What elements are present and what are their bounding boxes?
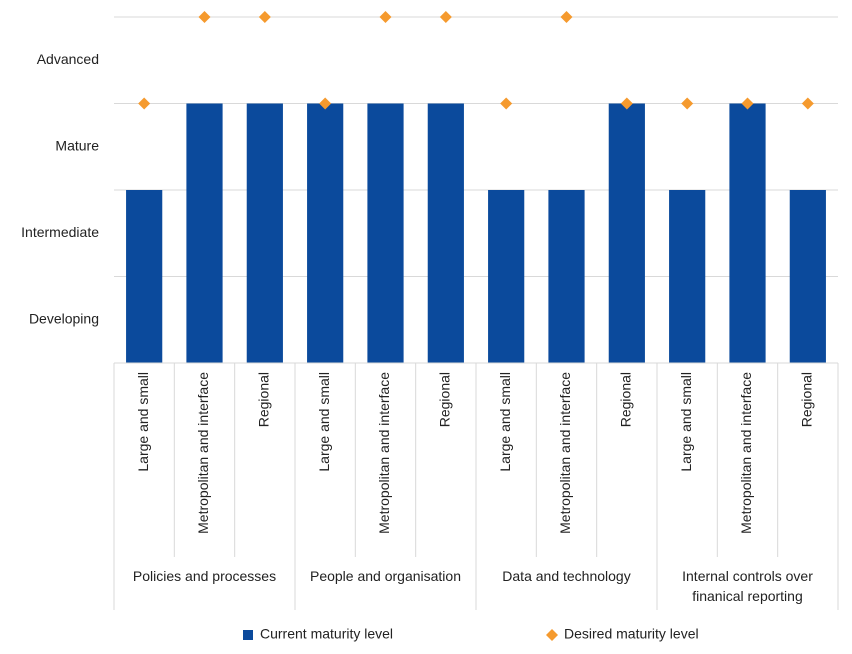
- bar: [548, 190, 585, 363]
- group-label: Data and technology: [502, 568, 631, 584]
- bar: [488, 190, 525, 363]
- diamond-marker: [560, 11, 573, 23]
- x-tick-label: Metropolitan and interface: [738, 372, 754, 534]
- group-label: Policies and processes: [132, 568, 277, 584]
- bar: [729, 103, 766, 363]
- y-tick-label: Advanced: [37, 51, 99, 67]
- legend-swatch: [546, 629, 558, 641]
- x-tick-label: Large and small: [316, 372, 332, 472]
- x-tick-label: Regional: [256, 372, 272, 427]
- bar: [246, 103, 283, 363]
- diamond-marker: [620, 97, 633, 110]
- diamond-marker: [379, 11, 392, 23]
- legend-label: Desired maturity level: [564, 626, 699, 642]
- x-tick-label: Regional: [437, 372, 453, 427]
- group-label: Internal controls over finanical reporti…: [682, 568, 813, 604]
- x-tick-label: Large and small: [135, 372, 151, 472]
- diamond-marker: [198, 11, 211, 23]
- x-tick-label: Metropolitan and interface: [557, 372, 573, 534]
- legend-swatch: [243, 630, 253, 640]
- diamond-marker: [439, 11, 452, 23]
- y-tick-label: Mature: [55, 137, 99, 153]
- bar: [669, 190, 706, 363]
- bar: [367, 103, 404, 363]
- bar: [608, 103, 645, 363]
- x-tick-label: Regional: [799, 372, 815, 427]
- legend-label: Current maturity level: [260, 626, 393, 642]
- x-tick-label: Metropolitan and interface: [376, 372, 392, 534]
- diamond-marker: [741, 97, 754, 110]
- diamond-marker: [681, 97, 694, 110]
- bar: [427, 103, 464, 363]
- x-tick-label: Regional: [618, 372, 634, 427]
- diamond-marker: [319, 97, 332, 110]
- bar: [789, 190, 826, 363]
- y-tick-label: Intermediate: [21, 224, 99, 240]
- diamond-marker: [138, 97, 151, 110]
- bar: [126, 190, 163, 363]
- diamond-marker: [500, 97, 513, 110]
- diamond-marker: [801, 97, 814, 110]
- x-tick-label: Metropolitan and interface: [195, 372, 211, 534]
- x-tick-label: Large and small: [678, 372, 694, 472]
- diamond-marker: [258, 11, 271, 23]
- y-tick-label: Developing: [29, 310, 99, 326]
- group-label: People and organisation: [309, 568, 461, 584]
- bar: [307, 103, 344, 363]
- x-tick-label: Large and small: [497, 372, 513, 472]
- bar: [186, 103, 223, 363]
